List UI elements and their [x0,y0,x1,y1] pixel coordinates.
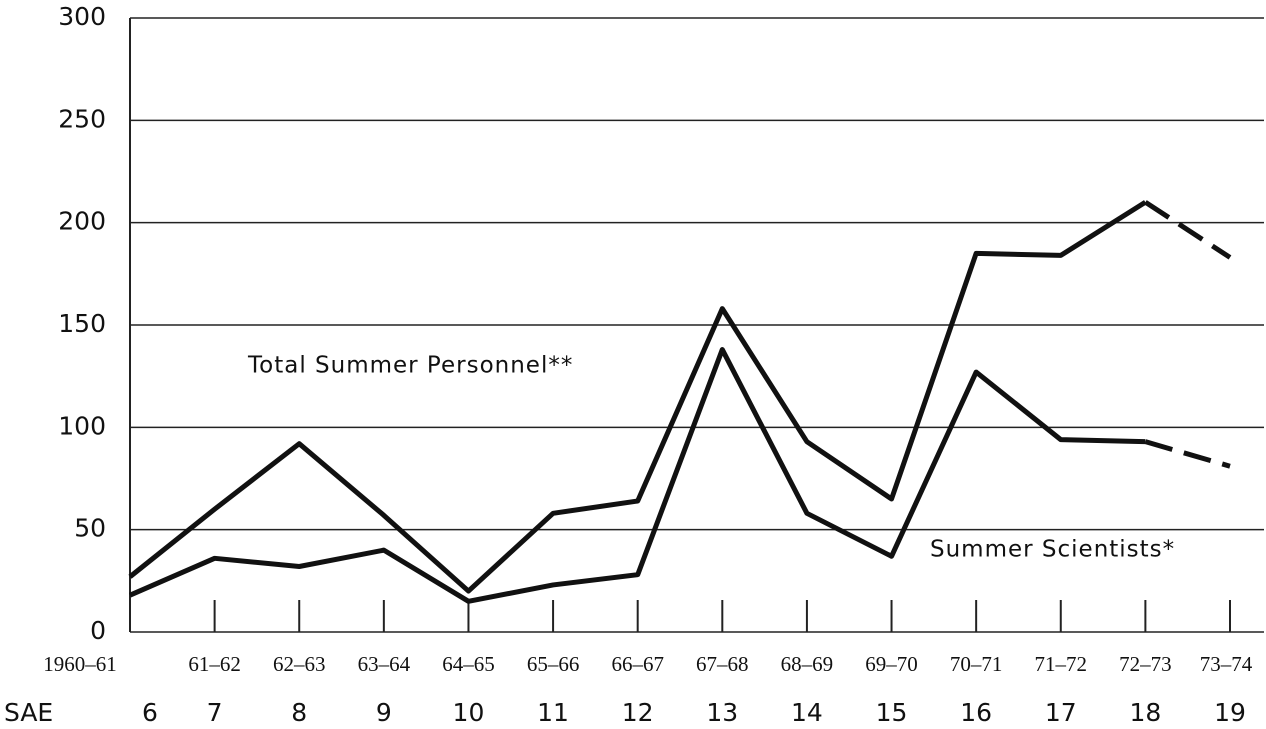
sae-label: 15 [876,698,908,727]
sae-label: 18 [1129,698,1161,727]
sae-label: 6 [142,698,158,727]
x-tick-label: 66–67 [611,652,664,676]
x-tick-label: 71–72 [1035,652,1088,676]
y-tick-label: 50 [74,514,106,543]
sae-label: 17 [1045,698,1077,727]
sae-label: 14 [791,698,823,727]
sae-label: 7 [207,698,223,727]
series-line [1144,200,1232,260]
x-tick-label: 67–68 [696,652,749,676]
x-tick-label: 73–74 [1200,652,1253,676]
sae-title: SAE [4,698,53,727]
y-tick-label: 0 [90,616,106,645]
x-tick-label: 69–70 [865,652,918,676]
series-line [128,200,1147,594]
y-tick-label: 150 [58,309,106,338]
sae-label: 11 [537,698,569,727]
x-tick-label: 61–62 [188,652,241,676]
x-tick-label: 68–69 [781,652,834,676]
y-tick-label: 200 [58,207,106,236]
x-tick-label: 62–63 [273,652,326,676]
x-tick-label: 72–73 [1119,652,1172,676]
sae-label: 16 [960,698,992,727]
y-tick-label: 250 [58,104,106,133]
x-tick-label: 70–71 [950,652,1003,676]
y-tick-label: 300 [58,2,106,31]
series-line [1144,439,1231,469]
sae-label: 10 [453,698,485,727]
y-tick-label: 100 [58,411,106,440]
sae-label: 13 [706,698,738,727]
sae-label: 19 [1214,698,1246,727]
x-tick-label: 64–65 [442,652,495,676]
sae-label: 9 [376,698,392,727]
sae-label: 12 [622,698,654,727]
series-label: Total Summer Personnel** [247,353,573,379]
x-tick-label: 1960–61 [43,652,117,676]
series-line [129,347,1146,604]
x-tick-label: 63–64 [358,652,411,676]
series-label: Summer Scientists* [930,537,1175,563]
x-tick-label: 65–66 [527,652,580,676]
sae-label: 8 [291,698,307,727]
